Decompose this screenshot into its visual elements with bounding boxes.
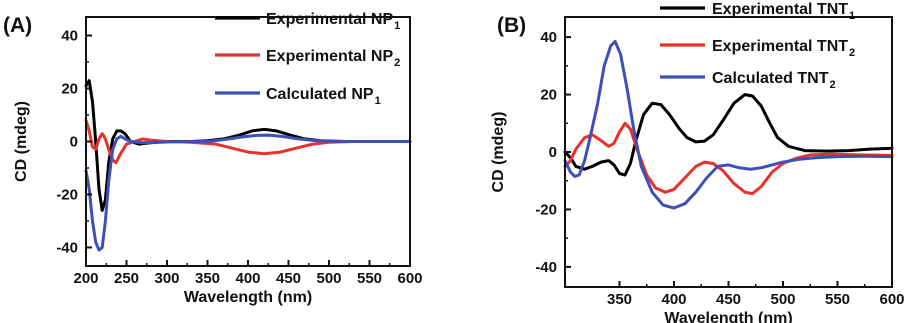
- legend-item: Experimental NP1: [215, 11, 400, 32]
- series-line-3: [563, 39, 894, 210]
- legend-label-main: Experimental NP: [266, 11, 393, 28]
- legend-label-main: Experimental TNT: [712, 38, 848, 55]
- legend-label-subscript: 1: [375, 95, 381, 107]
- x-tick-label: 600: [397, 270, 422, 287]
- legend-label-subscript: 2: [394, 57, 400, 69]
- y-tick-label: 40: [540, 29, 557, 46]
- legend-item: Experimental TNT1: [660, 1, 855, 22]
- legend-label: Experimental NP1: [266, 11, 400, 32]
- y-tick-label: -40: [535, 259, 557, 276]
- x-tick-label: 350: [607, 291, 632, 308]
- x-axis-title: Wavelength (nm): [184, 289, 312, 306]
- x-tick-label: 350: [195, 270, 220, 287]
- legend-label-subscript: 1: [394, 20, 400, 32]
- legend-item: Experimental NP2: [215, 48, 400, 69]
- series-line-1: [563, 93, 894, 177]
- y-axis-title: CD (mdeg): [490, 112, 507, 193]
- legend-label-main: Experimental TNT: [712, 1, 848, 18]
- y-tick-label: 20: [540, 87, 557, 104]
- series-line-3: [84, 133, 412, 252]
- x-tick-label: 550: [357, 270, 382, 287]
- legend-label: Calculated NP1: [266, 86, 381, 107]
- panel-label: (B): [497, 14, 526, 37]
- legend-label-subscript: 2: [849, 47, 855, 59]
- x-tick-label: 600: [879, 291, 904, 308]
- legend-label-main: Calculated NP: [266, 86, 374, 103]
- x-tick-label: 200: [73, 270, 98, 287]
- legend-label: Calculated TNT2: [712, 70, 836, 91]
- x-axis-title: Wavelength (nm): [664, 310, 792, 323]
- y-tick-label: 40: [61, 28, 78, 45]
- legend-label: Experimental NP2: [266, 48, 400, 69]
- y-tick-label: -20: [56, 186, 78, 203]
- series-line-2: [563, 121, 894, 196]
- panel-label: (A): [3, 14, 32, 37]
- x-tick-label: 500: [316, 270, 341, 287]
- legend-label: Experimental TNT2: [712, 38, 855, 59]
- y-tick-label: -20: [535, 201, 557, 218]
- x-tick-label: 450: [716, 291, 741, 308]
- legend-item: Experimental TNT2: [660, 38, 855, 59]
- x-tick-label: 500: [770, 291, 795, 308]
- legend-label-subscript: 1: [849, 10, 855, 22]
- legend-label-subscript: 2: [829, 79, 835, 91]
- x-tick-label: 250: [114, 270, 139, 287]
- y-tick-label: 0: [70, 134, 78, 151]
- y-axis-title: CD (mdeg): [13, 101, 30, 182]
- x-tick-label: 400: [235, 270, 260, 287]
- legend-label-main: Calculated TNT: [712, 70, 829, 87]
- y-tick-label: 0: [549, 144, 557, 161]
- legend-label-main: Experimental NP: [266, 48, 393, 65]
- panel-b: 350 400 450 500 550 600 -40 -20 0 20 40 Wavelength …: [490, 1, 905, 323]
- panel-a: 200 250 300 350 400 450 500 550 600 -40 -20 0 20 40 Wa…: [3, 11, 423, 306]
- x-tick-label: 300: [154, 270, 179, 287]
- legend-item: Calculated NP1: [215, 86, 381, 107]
- y-tick-label: -40: [56, 239, 78, 256]
- x-tick-label: 450: [276, 270, 301, 287]
- x-tick-label: 400: [661, 291, 686, 308]
- y-tick-label: 20: [61, 81, 78, 98]
- legend-label: Experimental TNT1: [712, 1, 855, 22]
- x-tick-label: 550: [825, 291, 850, 308]
- legend-item: Calculated TNT2: [660, 70, 836, 91]
- series-line-2: [84, 118, 412, 165]
